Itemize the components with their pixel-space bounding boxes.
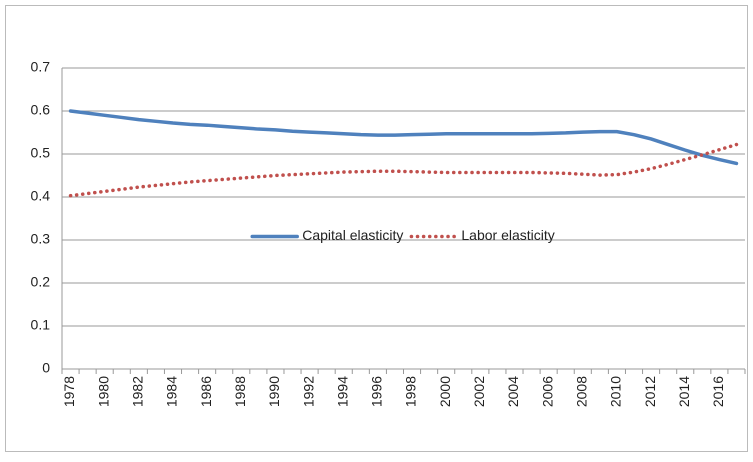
x-tick-label: 1980 [95,376,111,407]
x-tick-label: 2006 [539,376,555,407]
x-tick-label: 1986 [198,376,214,407]
x-tick-label: 2008 [573,376,589,407]
y-tick-label: 0.7 [31,59,51,75]
x-tick-label: 1982 [130,376,146,407]
legend-label: Capital elasticity [302,227,403,243]
legend-label: Labor elasticity [461,227,554,243]
legend: Capital elasticity Labor elasticity [250,227,555,243]
x-tick-label: 1994 [334,376,350,407]
y-tick-label: 0.2 [31,274,51,290]
x-tick-label: 1996 [369,376,385,407]
y-tick-label: 0.3 [31,231,51,247]
x-tick-label: 1992 [300,376,316,407]
y-tick-label: 0.5 [31,145,51,161]
x-tick-label: 2014 [676,376,692,407]
x-tick-label: 2010 [608,376,624,407]
y-tick-label: 0.4 [31,188,51,204]
x-tick-label: 2012 [642,376,658,407]
x-tick-label: 1984 [164,376,180,407]
x-tick-label: 2000 [437,376,453,407]
series-line [68,109,739,166]
x-tick-label: 1978 [61,376,77,407]
y-tick-label: 0.1 [31,317,51,333]
x-tick-label: 2002 [471,376,487,407]
x-tick-label: 2016 [710,376,726,407]
series-line [68,142,739,198]
x-tick-label: 1998 [403,376,419,407]
x-tick-label: 2004 [505,376,521,407]
chart-frame [5,5,748,452]
y-tick-label: 0 [42,360,50,376]
x-tick-label: 1990 [266,376,282,407]
x-tick-label: 1988 [232,376,248,407]
y-tick-label: 0.6 [31,102,51,118]
